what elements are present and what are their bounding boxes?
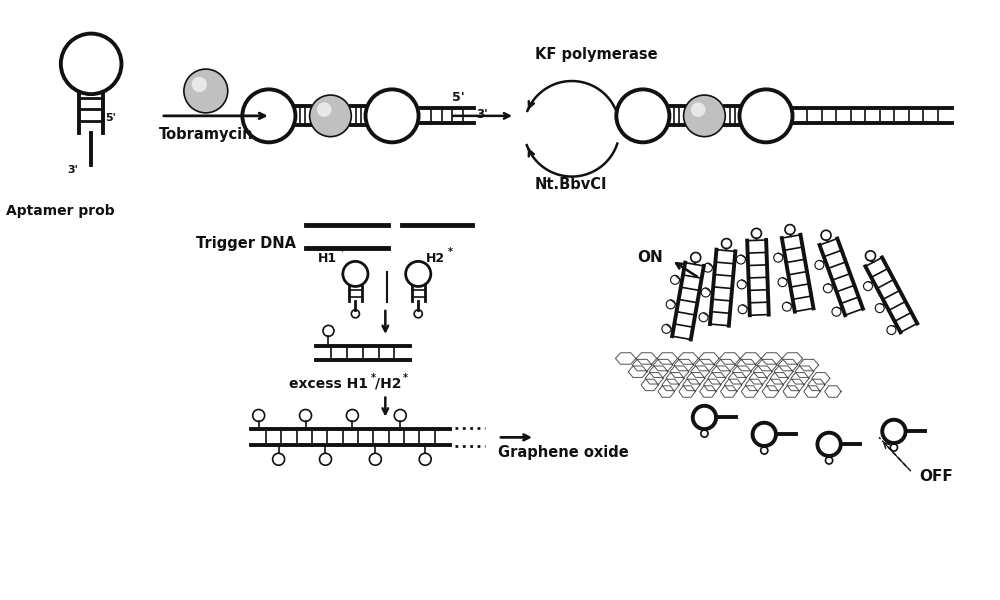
Circle shape [684,95,725,137]
Text: ON: ON [638,250,663,265]
Text: 5': 5' [452,91,465,104]
Text: H2: H2 [426,252,445,265]
Circle shape [192,77,207,92]
Text: *: * [448,247,453,257]
Text: H1: H1 [318,252,337,265]
Text: 3': 3' [67,164,78,175]
Text: Tobramycin: Tobramycin [159,127,254,142]
Text: Nt.BbvCI: Nt.BbvCI [535,176,607,191]
Circle shape [310,95,351,137]
Text: excess H1: excess H1 [289,377,368,391]
Circle shape [317,103,332,117]
Text: Aptamer prob: Aptamer prob [6,205,115,218]
Circle shape [184,69,228,113]
Circle shape [691,103,705,117]
Text: *: * [339,247,344,257]
Text: Trigger DNA: Trigger DNA [196,236,296,251]
Text: /H2: /H2 [375,377,402,391]
Text: *: * [403,373,408,383]
Text: OFF: OFF [919,469,953,484]
Text: KF polymerase: KF polymerase [535,47,658,62]
Text: *: * [370,373,375,383]
Text: 5': 5' [105,113,116,122]
Text: Graphene oxide: Graphene oxide [498,445,629,460]
Text: 3': 3' [476,108,488,121]
